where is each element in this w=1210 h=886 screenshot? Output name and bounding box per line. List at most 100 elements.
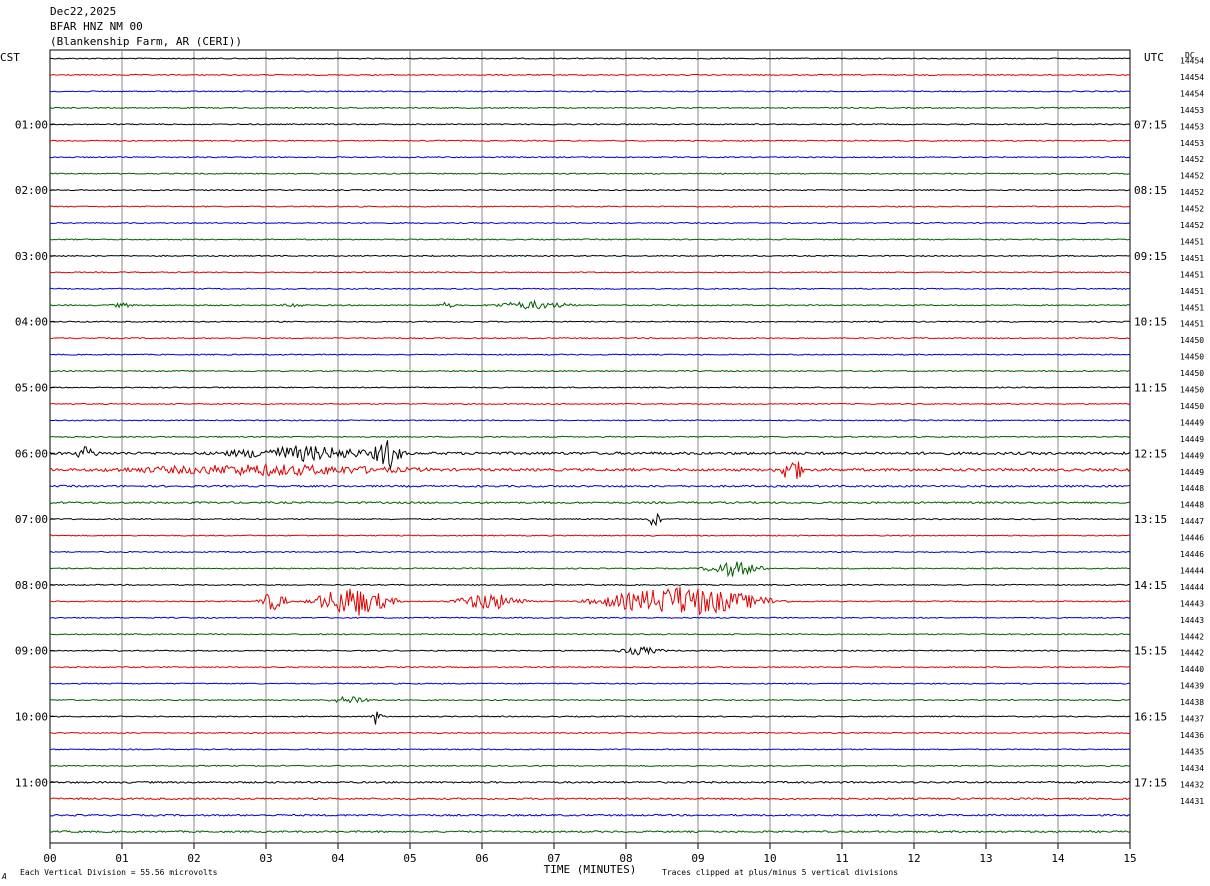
trace-12	[49, 254, 1131, 258]
trace-7	[49, 172, 1131, 175]
dc-value: 14452	[1180, 155, 1204, 164]
right-hour-label: 07:15	[1134, 118, 1167, 131]
trace-15	[49, 299, 1131, 310]
dc-value: 14451	[1180, 320, 1204, 329]
left-hour-label: 09:00	[15, 645, 48, 658]
dc-value: 14453	[1180, 139, 1204, 148]
header-date: Dec22,2025	[50, 5, 117, 18]
dc-value: 14438	[1180, 698, 1204, 707]
left-hour-label: 03:00	[15, 250, 48, 263]
right-hour-labels: 07:15 08:15 09:15 10:15 11:15 12:15 13:15 14:15…	[1134, 118, 1167, 789]
trace-37	[49, 665, 1131, 669]
dc-value: 14432	[1180, 780, 1204, 789]
x-tick-label: 15	[1123, 852, 1136, 865]
dc-value: 14452	[1180, 205, 1204, 214]
dc-value: 14452	[1180, 188, 1204, 197]
dc-value: 14446	[1180, 550, 1204, 559]
trace-23	[49, 435, 1131, 439]
x-tick-label: 05	[403, 852, 416, 865]
dc-value: 14435	[1180, 747, 1204, 756]
left-hour-label: 07:00	[15, 513, 48, 526]
x-tick-label: 13	[979, 852, 992, 865]
minute-gridlines	[121, 50, 1059, 843]
dc-value: 14450	[1180, 386, 1204, 395]
x-axis-title: TIME (MINUTES)	[544, 863, 637, 876]
left-hour-label: 01:00	[15, 118, 48, 131]
trace-45	[49, 797, 1131, 801]
x-tick-label: 06	[475, 852, 488, 865]
trace-17	[49, 337, 1131, 340]
dc-value: 14451	[1180, 287, 1204, 296]
dc-value: 14448	[1180, 484, 1204, 493]
x-tick-label: 07	[547, 852, 560, 865]
trace-8	[49, 188, 1131, 192]
dc-value: 14439	[1180, 682, 1204, 691]
trace-13	[49, 271, 1131, 274]
left-axis-label: CST	[0, 51, 20, 64]
dc-value: 14450	[1180, 369, 1204, 378]
trace-30	[49, 550, 1131, 554]
dc-value: 14451	[1180, 270, 1204, 279]
right-hour-label: 13:15	[1134, 513, 1167, 526]
right-hour-label: 15:15	[1134, 645, 1167, 658]
dc-value: 14449	[1180, 435, 1204, 444]
corner-mark: A	[1, 872, 7, 881]
right-hour-label: 11:15	[1134, 382, 1167, 395]
dc-value: 14449	[1180, 468, 1204, 477]
dc-value: 14449	[1180, 418, 1204, 427]
trace-6	[49, 156, 1131, 159]
left-hour-label: 05:00	[15, 382, 48, 395]
left-hour-label: 11:00	[15, 776, 48, 789]
x-tick-label: 08	[619, 852, 632, 865]
dc-value: 14448	[1180, 501, 1204, 510]
trace-25	[49, 461, 1131, 480]
dc-value: 14450	[1180, 336, 1204, 345]
dc-value: 14437	[1180, 715, 1204, 724]
trace-36	[49, 645, 1131, 656]
x-tick-label: 11	[835, 852, 848, 865]
x-tick-label: 03	[259, 852, 272, 865]
x-tick-label: 04	[331, 852, 345, 865]
header-station: BFAR HNZ NM 00	[50, 20, 143, 33]
dc-value: 14454	[1180, 73, 1204, 82]
trace-1	[49, 73, 1131, 77]
trace-2	[50, 90, 1131, 93]
dc-value: 14444	[1180, 566, 1204, 575]
trace-4	[49, 123, 1131, 126]
trace-42	[49, 748, 1131, 751]
right-hour-label: 14:15	[1134, 579, 1167, 592]
x-tick-label: 09	[691, 852, 704, 865]
left-hour-label: 02:00	[15, 184, 48, 197]
trace-27	[49, 501, 1131, 505]
dc-value: 14442	[1180, 632, 1204, 641]
trace-31	[49, 561, 1131, 578]
trace-39	[50, 695, 1131, 704]
trace-16	[49, 320, 1131, 323]
trace-11	[49, 238, 1131, 241]
dc-value: 14454	[1180, 89, 1204, 98]
trace-33	[50, 586, 1131, 616]
dc-value: 14443	[1180, 616, 1204, 625]
dc-value: 14453	[1180, 106, 1204, 115]
x-tick-label: 02	[187, 852, 200, 865]
dc-value: 14434	[1180, 764, 1204, 773]
trace-19	[49, 369, 1130, 373]
trace-34	[49, 616, 1131, 619]
right-axis-label: UTC	[1144, 51, 1164, 64]
trace-29	[49, 534, 1131, 537]
dc-value: 14451	[1180, 303, 1204, 312]
trace-47	[49, 830, 1131, 834]
trace-26	[49, 484, 1131, 488]
trace-20	[49, 386, 1131, 389]
trace-9	[49, 205, 1131, 208]
right-hour-label: 17:15	[1134, 776, 1167, 789]
trace-41	[49, 731, 1131, 735]
header-location: (Blankenship Farm, AR (CERI))	[50, 35, 243, 48]
trace-21	[49, 402, 1131, 406]
dc-value: 14431	[1180, 797, 1204, 806]
trace-28	[49, 512, 1131, 527]
trace-3	[49, 106, 1131, 110]
right-hour-label: 12:15	[1134, 447, 1167, 460]
right-hour-label: 10:15	[1134, 316, 1167, 329]
left-hour-label: 10:00	[15, 711, 48, 724]
